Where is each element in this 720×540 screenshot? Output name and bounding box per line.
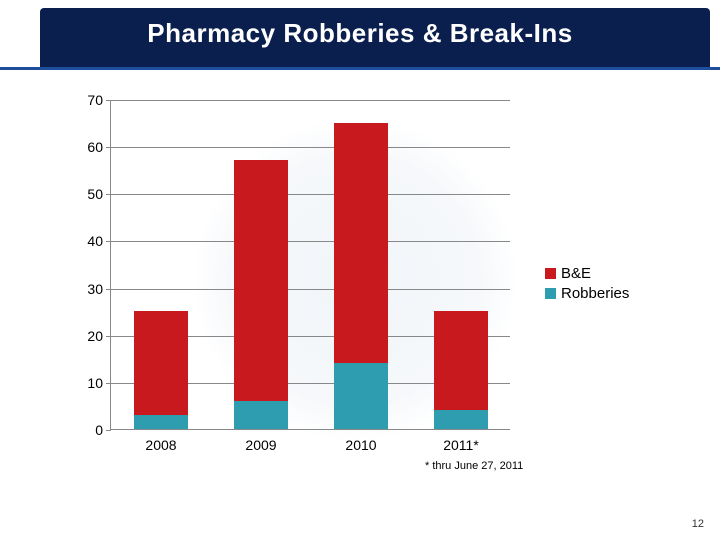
ytick-label: 30	[63, 281, 103, 297]
bar-segment	[234, 160, 288, 400]
legend-swatch	[545, 268, 556, 279]
legend-swatch	[545, 288, 556, 299]
footnote: * thru June 27, 2011	[425, 460, 523, 472]
gridline	[111, 241, 510, 242]
ytick-label: 20	[63, 328, 103, 344]
bar-segment	[134, 415, 188, 429]
ytick-mark	[106, 383, 111, 384]
gridline	[111, 147, 510, 148]
gridline	[111, 194, 510, 195]
bar-segment	[434, 410, 488, 429]
ytick-mark	[106, 430, 111, 431]
bar-segment	[334, 123, 388, 363]
gridline	[111, 289, 510, 290]
ytick-label: 0	[63, 422, 103, 438]
page-title: Pharmacy Robberies & Break-Ins	[147, 18, 572, 49]
ytick-label: 10	[63, 375, 103, 391]
ytick-mark	[106, 241, 111, 242]
legend-label: B&E	[561, 265, 591, 282]
ytick-label: 40	[63, 233, 103, 249]
ytick-mark	[106, 147, 111, 148]
legend-label: Robberies	[561, 285, 629, 302]
ytick-label: 50	[63, 186, 103, 202]
page-number: 12	[692, 518, 704, 530]
legend: B&E Robberies	[545, 265, 629, 305]
plot: 0102030405060702008200920102011*	[110, 100, 510, 430]
legend-item: Robberies	[545, 285, 629, 302]
ytick-label: 60	[63, 139, 103, 155]
ytick-label: 70	[63, 92, 103, 108]
bar-segment	[334, 363, 388, 429]
bar-segment	[134, 311, 188, 415]
ytick-mark	[106, 194, 111, 195]
xtick-label: 2011*	[401, 437, 521, 453]
ytick-mark	[106, 336, 111, 337]
bar-segment	[234, 401, 288, 429]
slide: Pharmacy Robberies & Break-Ins 010203040…	[0, 0, 720, 540]
ytick-mark	[106, 100, 111, 101]
legend-item: B&E	[545, 265, 629, 282]
title-band: Pharmacy Robberies & Break-Ins	[0, 0, 720, 70]
ytick-mark	[106, 289, 111, 290]
gridline	[111, 100, 510, 101]
chart-area: 0102030405060702008200920102011* B&E Robb…	[55, 90, 655, 490]
bar-segment	[434, 311, 488, 410]
